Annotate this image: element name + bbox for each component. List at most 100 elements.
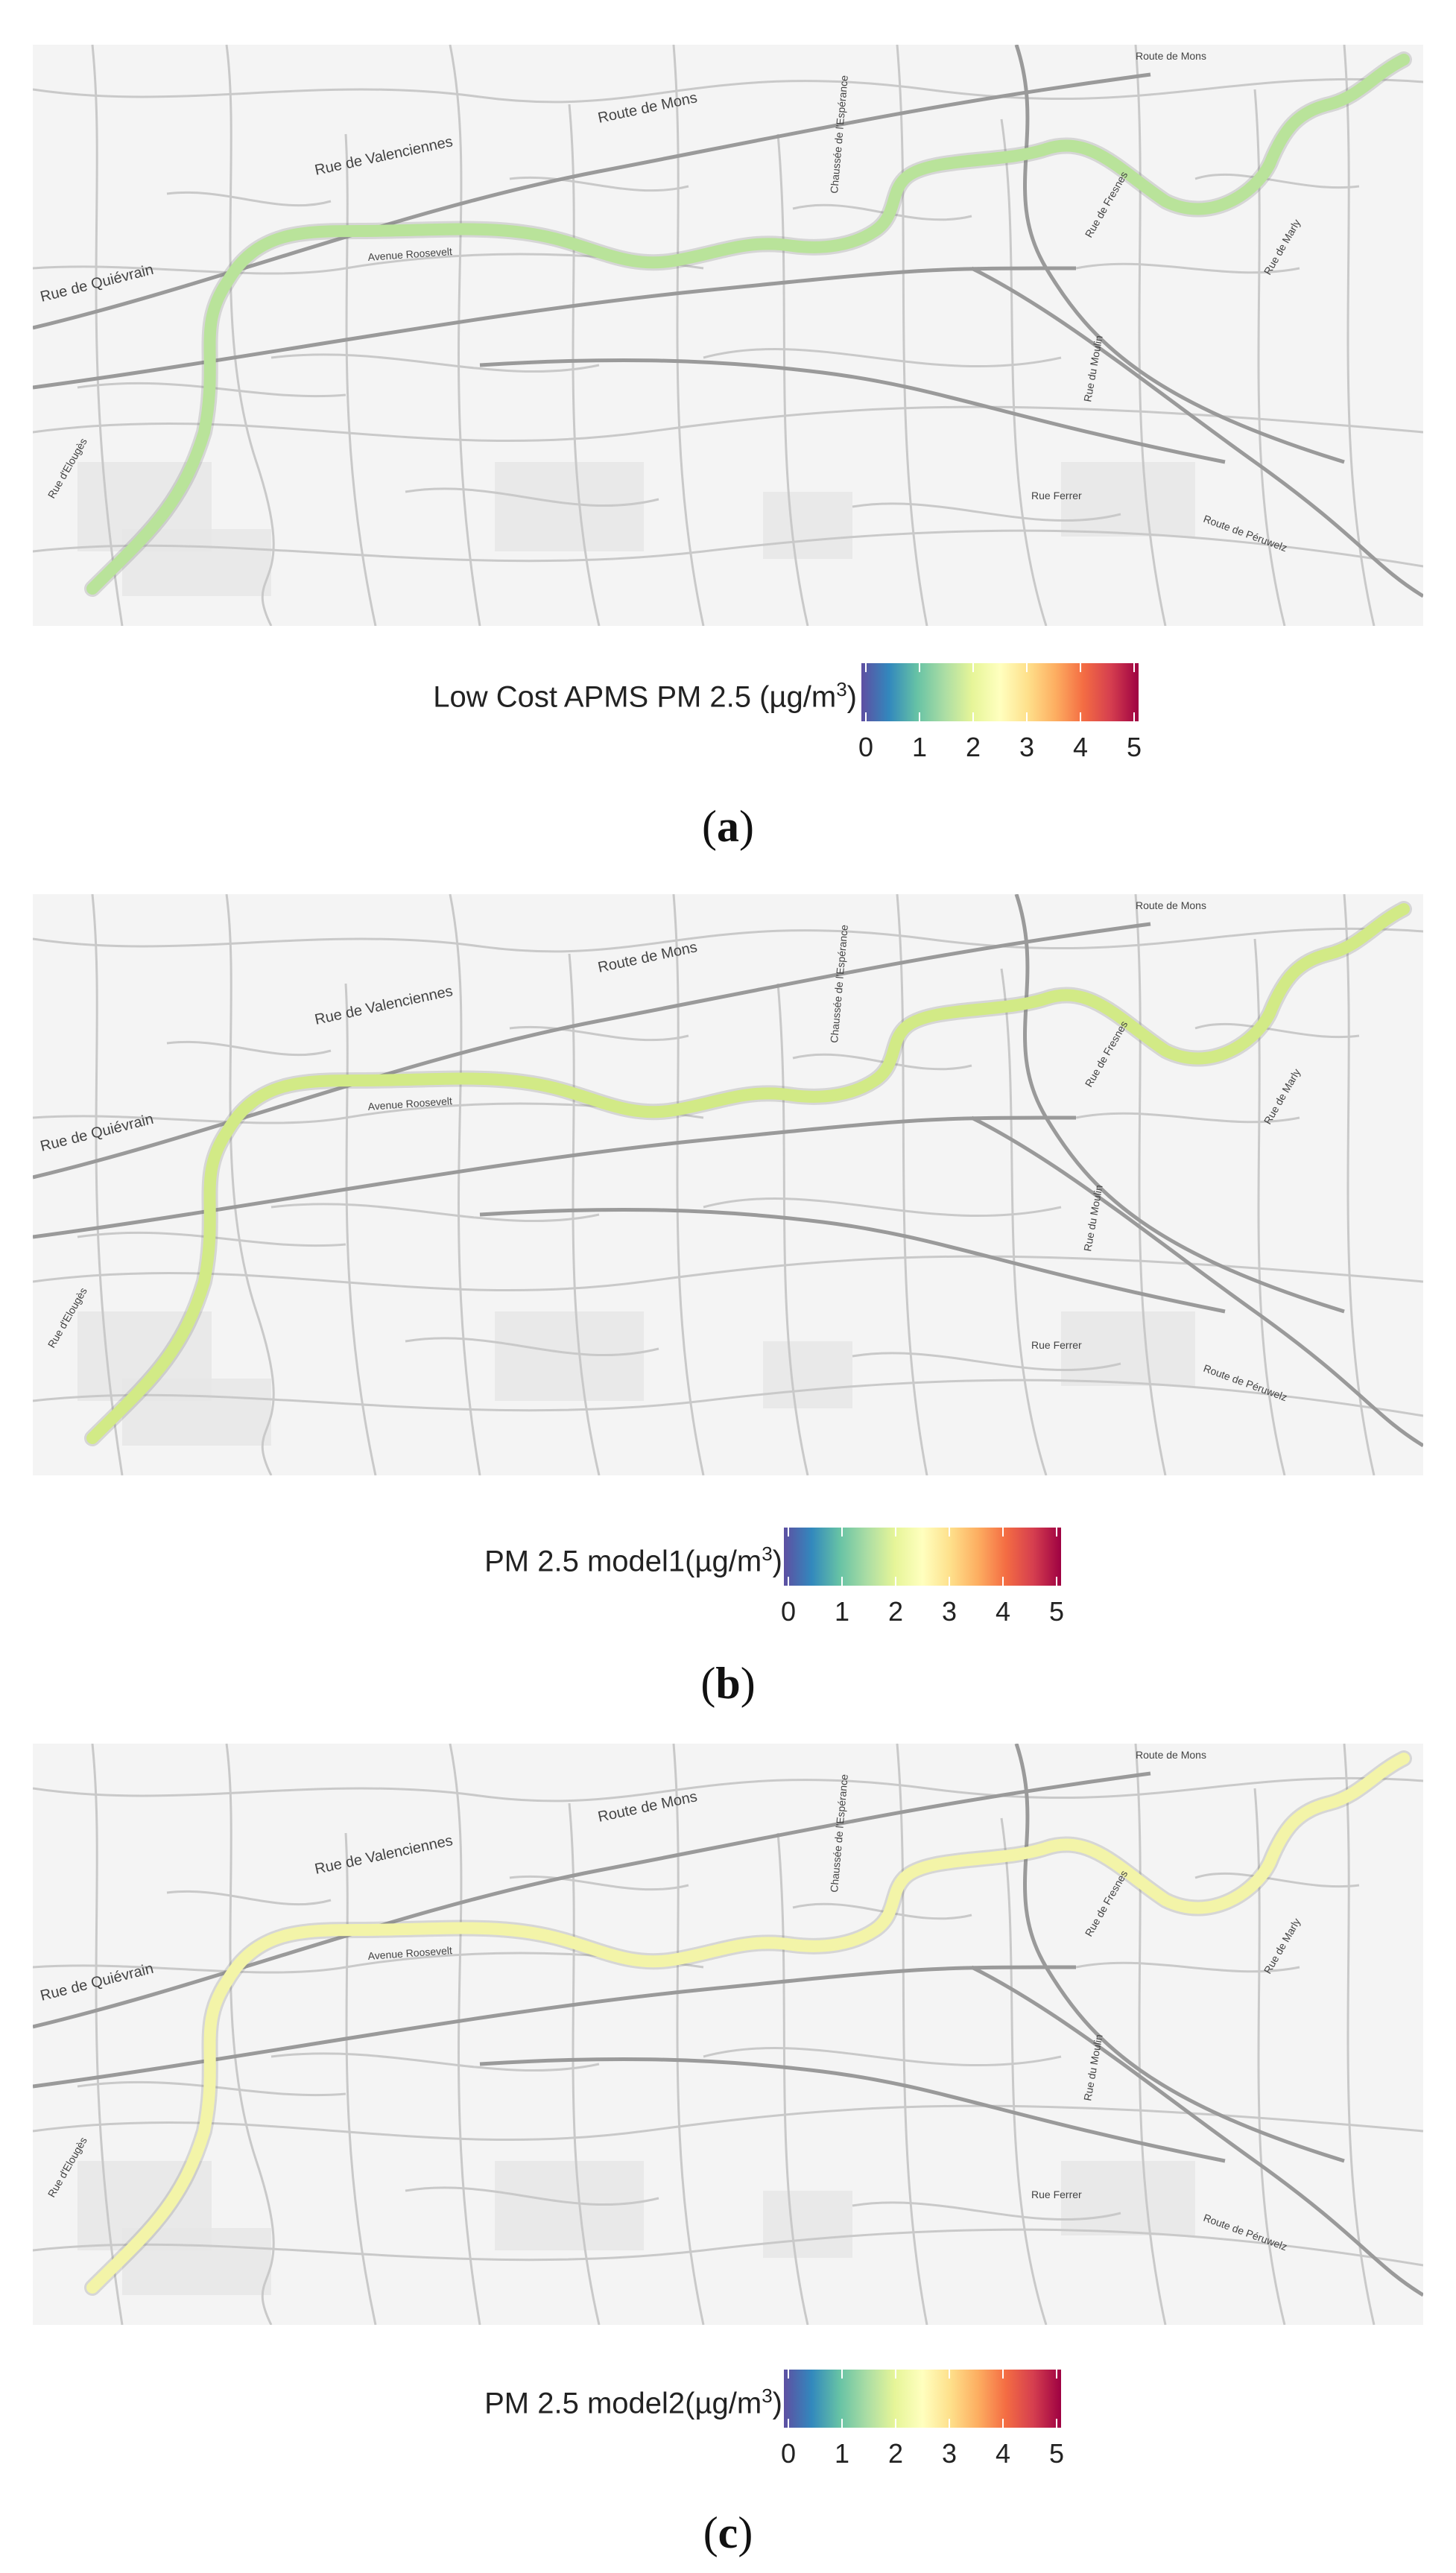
minor-road xyxy=(1134,1744,1167,2325)
legend-title-b: PM 2.5 model1(µg/m3) xyxy=(484,1542,782,1578)
caption-a: (a) xyxy=(702,802,754,851)
colorbar-tick-label: 5 xyxy=(1048,1596,1065,1627)
major-road xyxy=(1014,45,1345,464)
colorbar-tick xyxy=(919,663,920,672)
hatched-area xyxy=(495,2161,644,2250)
hatched-area xyxy=(763,1341,852,1408)
colorbar-tick xyxy=(1056,1577,1057,1586)
major-road xyxy=(970,1965,1423,2297)
minor-road xyxy=(1343,894,1376,1475)
minor-road xyxy=(33,2228,1423,2267)
minor-road xyxy=(568,1803,601,2325)
minor-road xyxy=(1253,89,1286,626)
minor-road xyxy=(509,1025,689,1042)
minor-road xyxy=(270,353,600,373)
minor-road xyxy=(270,1203,600,1223)
major-road xyxy=(970,266,1423,598)
minor-road xyxy=(792,203,972,221)
minor-road xyxy=(270,2052,600,2072)
major-road xyxy=(33,1115,1077,1239)
colorbar-tick xyxy=(841,2370,843,2379)
minor-road xyxy=(1000,1817,1048,2325)
hatched-area xyxy=(495,1311,644,1401)
colorbar-c xyxy=(784,2370,1061,2428)
minor-road xyxy=(1075,1112,1300,1124)
minor-road xyxy=(1194,173,1360,189)
minor-road xyxy=(405,1337,659,1357)
colorbar-tick-label: 4 xyxy=(1072,732,1089,762)
minor-road xyxy=(672,894,705,1475)
minor-road xyxy=(405,2186,659,2206)
major-road xyxy=(970,1115,1423,1448)
minor-road xyxy=(344,983,377,1475)
colorbar-tick xyxy=(949,1528,950,1536)
minor-road xyxy=(792,1902,972,1920)
street-label: Route de Mons xyxy=(1136,1749,1206,1761)
minor-road xyxy=(509,176,689,192)
street-label: Route de Mons xyxy=(1136,899,1206,911)
minor-road xyxy=(33,405,1423,443)
panel-a: Route de Mons Rue de Valenciennes Rue de Q… xyxy=(0,0,1456,857)
colorbar-tick xyxy=(895,2419,896,2428)
minor-road xyxy=(792,1053,972,1071)
minor-road xyxy=(896,45,928,626)
colorbar-tick xyxy=(949,2419,950,2428)
colorbar-tick-label: 5 xyxy=(1048,2438,1065,2469)
colorbar-tick-label: 1 xyxy=(834,2438,850,2469)
colorbar-tick xyxy=(841,2419,843,2428)
colorbar-tick xyxy=(1056,2370,1057,2379)
minor-road xyxy=(703,1197,1062,1218)
major-road xyxy=(1014,1744,1345,2163)
minor-road xyxy=(91,1744,124,2325)
minor-road xyxy=(1134,45,1167,626)
caption-c: (c) xyxy=(703,2508,753,2557)
minor-road xyxy=(91,894,124,1475)
legend-c: PM 2.5 model2(µg/m3) 0 1 2 3 4 5 xyxy=(313,2370,1148,2481)
major-roads xyxy=(33,1744,1423,2297)
minor-road xyxy=(852,502,1121,522)
legend-title-c: PM 2.5 model2(µg/m3) xyxy=(484,2384,782,2420)
colorbar-tick xyxy=(788,2419,789,2428)
minor-road xyxy=(568,104,601,626)
street-label: Avenue Roosevelt xyxy=(367,245,452,263)
minor-road xyxy=(91,45,124,626)
minor-road xyxy=(1253,938,1286,1475)
colorbar-tick xyxy=(1002,1528,1004,1536)
minor-road xyxy=(33,529,1423,568)
major-road xyxy=(479,358,1226,464)
minor-road xyxy=(776,1832,809,2325)
colorbar-tick xyxy=(865,663,867,672)
major-road xyxy=(33,922,1151,1180)
minor-roads xyxy=(33,894,1423,1475)
colorbar-tick-label: 1 xyxy=(911,732,928,762)
colorbar-b xyxy=(784,1528,1061,1586)
colorbar-tick xyxy=(1056,2419,1057,2428)
minor-road xyxy=(776,983,809,1475)
panel-b: Route de Mons Rue de Valenciennes Rue de Q… xyxy=(0,857,1456,1714)
measurement-route xyxy=(86,903,1410,1444)
colorbar-tick xyxy=(972,663,974,672)
minor-road xyxy=(896,894,928,1475)
colorbar-tick-label: 0 xyxy=(780,2438,797,2469)
map-b: Route de Mons Rue de Valenciennes Rue de Q… xyxy=(33,894,1423,1475)
major-road xyxy=(33,1771,1151,2029)
hatched-area xyxy=(1061,462,1195,537)
minor-road xyxy=(77,382,346,398)
minor-road xyxy=(1000,968,1048,1475)
colorbar-tick xyxy=(1056,1528,1057,1536)
minor-road xyxy=(1134,894,1167,1475)
minor-road xyxy=(33,2104,1423,2142)
minor-road xyxy=(225,894,275,1475)
minor-road xyxy=(1000,118,1048,626)
colorbar-tick xyxy=(949,1577,950,1586)
minor-road xyxy=(77,2080,346,2097)
colorbar-tick xyxy=(1026,663,1028,672)
minor-road xyxy=(1075,1961,1300,1973)
colorbar-tick xyxy=(788,2370,789,2379)
legend-title-a: Low Cost APMS PM 2.5 (µg/m3) xyxy=(433,678,857,714)
hatched-area xyxy=(763,2191,852,2258)
minor-road xyxy=(1253,1788,1286,2325)
colorbar-tick xyxy=(841,1577,843,1586)
colorbar-tick xyxy=(949,2370,950,2379)
